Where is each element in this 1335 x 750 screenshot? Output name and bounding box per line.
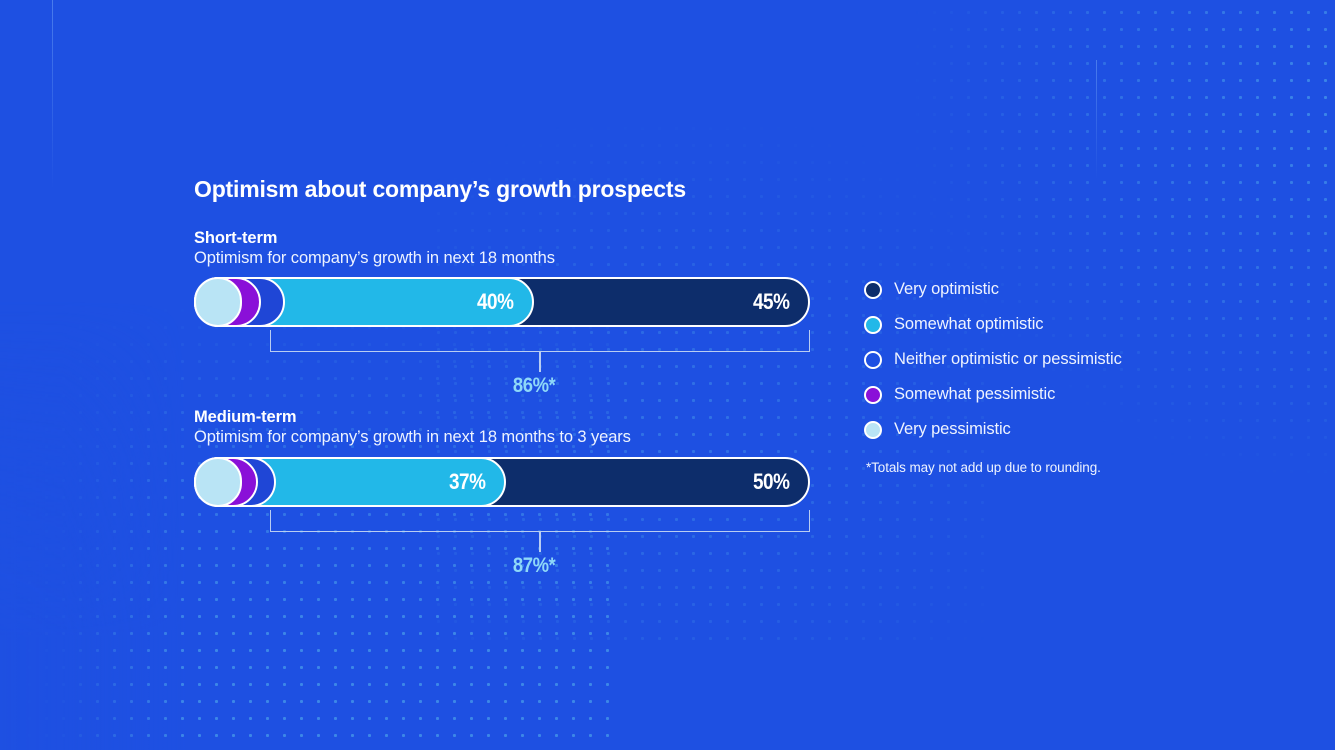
legend-swatch-icon-somewhat-pessimistic xyxy=(864,385,882,404)
decorative-vertical-line-1 xyxy=(52,0,53,190)
total-medium-term: 87%* xyxy=(512,554,556,577)
legend-swatch-icon-very-optimistic xyxy=(864,280,882,299)
bracket-medium-term xyxy=(270,510,810,532)
segment-value-very-optimistic-medium-term: 50% xyxy=(753,469,790,494)
section-subtitle-medium-term: Optimism for company’s growth in next 18… xyxy=(194,428,631,446)
total-short-term: 86%* xyxy=(512,374,556,397)
legend-item-somewhat-pessimistic: Somewhat pessimistic xyxy=(864,377,1122,412)
bracket-short-term xyxy=(270,330,810,352)
legend-item-very-optimistic: Very optimistic xyxy=(864,272,1122,307)
legend-item-very-pessimistic: Very pessimistic xyxy=(864,412,1122,447)
legend-label-very-pessimistic: Very pessimistic xyxy=(894,420,1011,438)
segment-value-very-optimistic-short-term: 45% xyxy=(753,289,790,314)
footnote: *Totals may not add up due to rounding. xyxy=(866,460,1101,475)
page-title: Optimism about company’s growth prospect… xyxy=(194,176,686,202)
segment-very-pessimistic-short-term xyxy=(194,277,242,327)
legend: Very optimistic Somewhat optimistic Neit… xyxy=(864,272,1122,447)
legend-label-somewhat-optimistic: Somewhat optimistic xyxy=(894,315,1044,333)
bar-medium-term: 50% 37% xyxy=(194,457,810,507)
section-subtitle-short-term: Optimism for company’s growth in next 18… xyxy=(194,249,555,267)
legend-swatch-icon-somewhat-optimistic xyxy=(864,315,882,334)
legend-swatch-icon-neither xyxy=(864,350,882,369)
section-label-short-term: Short-term xyxy=(194,229,278,247)
legend-label-very-optimistic: Very optimistic xyxy=(894,280,999,298)
legend-label-neither: Neither optimistic or pessimistic xyxy=(894,350,1122,368)
decorative-vertical-line-2 xyxy=(1096,60,1097,180)
legend-item-somewhat-optimistic: Somewhat optimistic xyxy=(864,307,1122,342)
bracket-stem-medium-term xyxy=(539,532,541,552)
legend-swatch-icon-very-pessimistic xyxy=(864,420,882,439)
bracket-stem-short-term xyxy=(539,352,541,372)
section-label-medium-term: Medium-term xyxy=(194,408,297,426)
segment-value-somewhat-optimistic-medium-term: 37% xyxy=(449,469,486,494)
legend-label-somewhat-pessimistic: Somewhat pessimistic xyxy=(894,385,1056,403)
segment-value-somewhat-optimistic-short-term: 40% xyxy=(477,289,514,314)
segment-very-pessimistic-medium-term xyxy=(194,457,242,507)
legend-item-neither: Neither optimistic or pessimistic xyxy=(864,342,1122,377)
bar-short-term: 45% 40% xyxy=(194,277,810,327)
